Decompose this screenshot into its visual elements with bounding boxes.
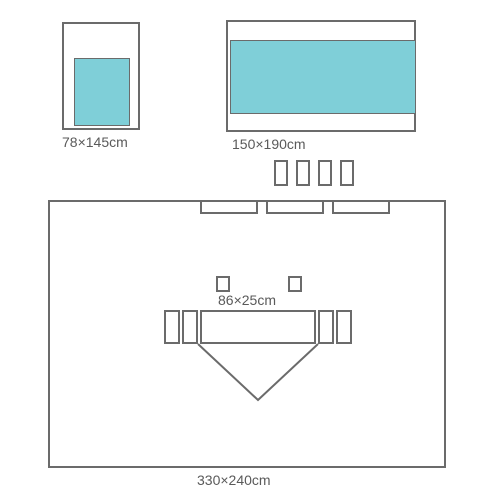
drape-panel-left-window	[74, 58, 130, 126]
main-drape-side-block	[182, 310, 198, 344]
drape-panel-right	[226, 20, 416, 132]
adhesive-tab	[340, 160, 354, 186]
main-drape-center-window	[200, 310, 316, 344]
main-drape-top-tab	[332, 200, 390, 214]
main-drape-top-tab	[266, 200, 324, 214]
adhesive-tab	[296, 160, 310, 186]
main-drape-side-block	[164, 310, 180, 344]
main-drape-side-block	[318, 310, 334, 344]
main-drape-triangle	[198, 344, 322, 404]
main-drape: 86×25cm	[48, 200, 446, 468]
drape-panel-left	[62, 22, 140, 130]
main-drape-adhesive-square	[288, 276, 302, 292]
drape-panel-right-band	[230, 40, 416, 114]
adhesive-tab	[318, 160, 332, 186]
drape-panel-right-dim-label: 150×190cm	[232, 136, 306, 152]
drape-panel-left-dim-label: 78×145cm	[62, 134, 128, 150]
main-drape-top-tab	[200, 200, 258, 214]
main-drape-window-dim-label: 86×25cm	[218, 292, 276, 308]
main-drape-adhesive-square	[216, 276, 230, 292]
adhesive-tab	[274, 160, 288, 186]
main-drape-dim-label: 330×240cm	[197, 472, 271, 488]
main-drape-side-block	[336, 310, 352, 344]
